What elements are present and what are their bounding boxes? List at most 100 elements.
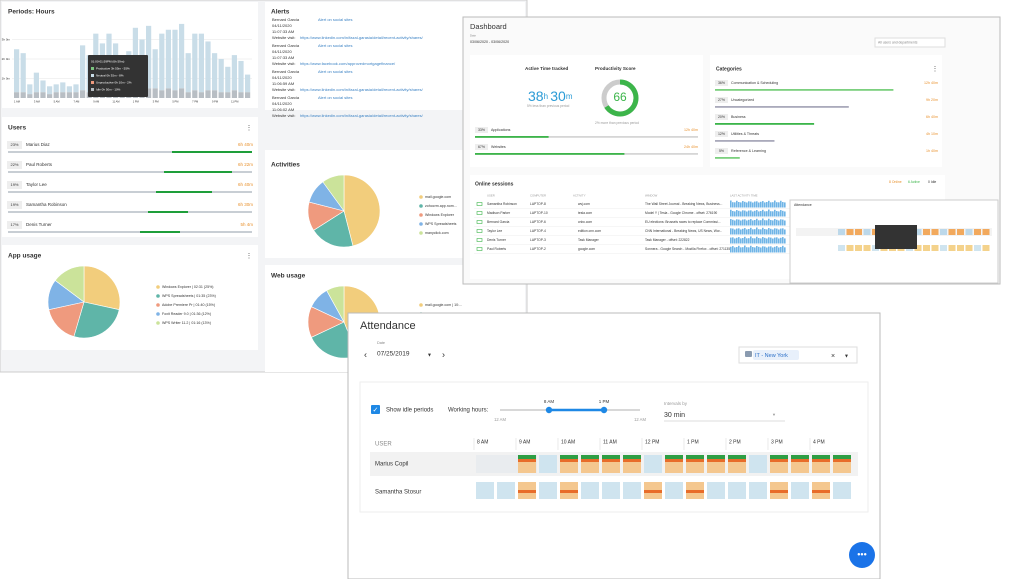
bar [172, 29, 178, 91]
mini-block [855, 245, 862, 251]
activity-spark [764, 229, 766, 235]
activity-spark [776, 219, 778, 226]
bar [192, 90, 198, 98]
prev-button[interactable]: ‹ [364, 349, 367, 359]
interval-select: 30 min [664, 412, 685, 419]
bar [185, 92, 191, 98]
block [539, 482, 557, 499]
dropdown-text: All users and departments [878, 40, 918, 44]
column-header: COMPUTER [530, 194, 546, 198]
activity-spark [740, 238, 742, 244]
alert-text: Website visit: [272, 113, 296, 118]
next-button[interactable]: › [442, 349, 445, 359]
x-tick-label: 5 AM [54, 100, 60, 104]
x-tick-label: 1 AM [14, 100, 20, 104]
activity-spark [744, 228, 746, 235]
block [476, 482, 494, 499]
activity-spark [764, 246, 766, 253]
activity-spark [750, 227, 752, 235]
card [2, 245, 258, 350]
activity-spark [742, 228, 744, 235]
activity-spark [740, 211, 742, 217]
bar [27, 84, 33, 95]
metric-note: 5% less than previous period [527, 104, 570, 108]
category-pct: 36% [718, 81, 725, 85]
activity-spark [766, 238, 768, 244]
activity-spark [784, 211, 786, 217]
dropdown-arrow[interactable]: ▼ [427, 352, 432, 358]
alert-text: Website visit: [272, 35, 296, 40]
activity-spark [770, 202, 772, 208]
alert-user: Bernard Garcia [272, 43, 300, 48]
activity-spark [748, 219, 750, 226]
activity-spark [738, 219, 740, 226]
activity-spark [766, 211, 768, 217]
mini-block [863, 245, 871, 251]
legend-label: Foxit Reader 9.0 | 01:36 (12%) [162, 312, 211, 316]
slider-handle[interactable] [600, 406, 608, 414]
menu-icon: ⋮ [932, 67, 938, 73]
mini-block [974, 229, 981, 235]
legend-swatch [91, 81, 94, 84]
session-cell: Sonnera - Google Search - Mozilla Firefo… [645, 247, 730, 251]
mini-block [914, 229, 922, 235]
mini-block [863, 229, 871, 235]
activity-spark [774, 209, 776, 217]
bar [198, 92, 204, 98]
block-top [602, 455, 620, 459]
block-mid [665, 459, 683, 462]
bar [172, 90, 178, 98]
mini-title: Attendance [794, 203, 812, 207]
activity-spark [774, 246, 776, 253]
activity-spark [784, 238, 786, 244]
bar [66, 92, 72, 98]
legend-label: zohocrm.app.nom... [425, 204, 457, 208]
block-top [812, 455, 830, 459]
bar [475, 136, 549, 138]
metric-part: 30 [550, 88, 566, 104]
alert-date: 04/11/2020 [272, 49, 292, 54]
activity-spark [774, 228, 776, 235]
slider-value: 8 AM [544, 399, 555, 404]
session-cell: Madison Parker [487, 211, 511, 215]
dropdown-arrow[interactable]: ▼ [844, 353, 849, 359]
activity-spark [780, 219, 782, 226]
x-tick-label: 9 AM [93, 100, 99, 104]
block-mid [770, 490, 788, 493]
bar [231, 55, 237, 91]
user-pct: 22% [10, 162, 18, 167]
chat-icon: ••• [857, 549, 866, 559]
dropdown[interactable] [874, 37, 946, 48]
activity-spark [758, 238, 760, 244]
badge [715, 114, 728, 120]
badge [7, 161, 22, 169]
type-pct: 67% [478, 145, 485, 149]
bar [60, 92, 66, 98]
bar [152, 88, 158, 98]
block [623, 482, 641, 499]
bar [715, 140, 775, 142]
activity-spark [776, 211, 778, 217]
legend-label: Windows Explorer | 02:31 (25%) [162, 285, 213, 289]
hour-label: 10 AM [561, 439, 575, 445]
slider-handle[interactable] [545, 406, 553, 414]
checkbox[interactable] [371, 405, 380, 414]
block-top [665, 455, 683, 459]
activity-spark [762, 246, 764, 253]
bar [33, 72, 39, 93]
card-title: Online sessions [475, 181, 514, 187]
activity-spark [778, 220, 780, 226]
activity-spark [760, 247, 762, 253]
y-tick-label: 1h 0m [2, 76, 11, 80]
activity-spark [754, 220, 756, 226]
user-name: Samantha Robinson [26, 202, 67, 207]
panel-title: Dashboard [470, 22, 507, 31]
activity-spark [738, 210, 740, 217]
bar [225, 92, 231, 98]
chat-button[interactable] [849, 542, 875, 568]
hour-label: 1 PM [687, 439, 699, 445]
activity-spark [738, 237, 740, 244]
activity-spark [744, 210, 746, 217]
clear-icon[interactable]: × [831, 353, 835, 360]
